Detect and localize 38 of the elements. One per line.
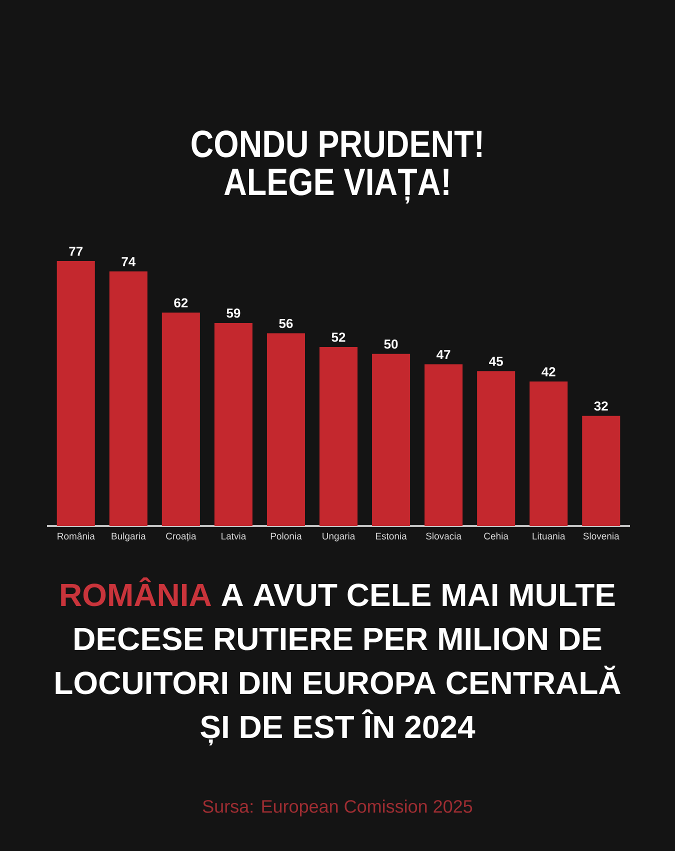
x-tick-label: Polonia <box>270 532 302 540</box>
text: A AVUT CELE MAI MULTE <box>222 584 615 606</box>
bar <box>109 271 148 526</box>
bar <box>214 322 252 526</box>
bar <box>56 261 95 526</box>
data-label: 45 <box>489 356 503 366</box>
bar <box>424 364 463 526</box>
text: ROMÂNIA <box>61 577 212 606</box>
x-tick-label: Latvia <box>222 532 246 540</box>
data-label: 77 <box>69 246 83 256</box>
data-label: 42 <box>542 367 556 376</box>
text: DECESE RUTIERE PER MILION DE LOCUITORI DIN EUROPA CENTRALĂ ȘI DE EST ÎN 2024 <box>56 628 620 746</box>
x-tick-label: Croația <box>166 532 196 542</box>
text: Sursa: European Comission 2025 <box>202 800 472 816</box>
data-label: 50 <box>384 340 398 349</box>
x-tick-label: Lituania <box>532 532 566 540</box>
data-label: 74 <box>122 257 136 266</box>
bar <box>372 354 410 526</box>
data-label: 62 <box>174 298 188 308</box>
data-label: 52 <box>332 332 346 342</box>
x-tick-label: Cehia <box>484 532 508 540</box>
x-tick-label: Slovenia <box>583 532 620 540</box>
data-label: 47 <box>436 350 450 360</box>
bar <box>162 312 200 526</box>
x-tick-label: România <box>58 532 95 540</box>
chart-title: CONDU PRUDENT! ALEGE VIAȚA! <box>192 130 482 204</box>
bar <box>530 381 568 526</box>
bar <box>477 371 516 526</box>
bar <box>582 416 620 526</box>
bar <box>319 347 358 526</box>
x-tick-label: Ungaria <box>322 532 356 542</box>
data-label: 32 <box>594 401 608 411</box>
x-tick-label: Slovacia <box>426 532 462 540</box>
bar <box>266 333 305 526</box>
x-tick-label: Bulgaria <box>112 532 146 542</box>
data-label: 59 <box>226 308 240 318</box>
data-label: 56 <box>279 318 293 328</box>
x-tick-label: Estonia <box>376 532 407 540</box>
